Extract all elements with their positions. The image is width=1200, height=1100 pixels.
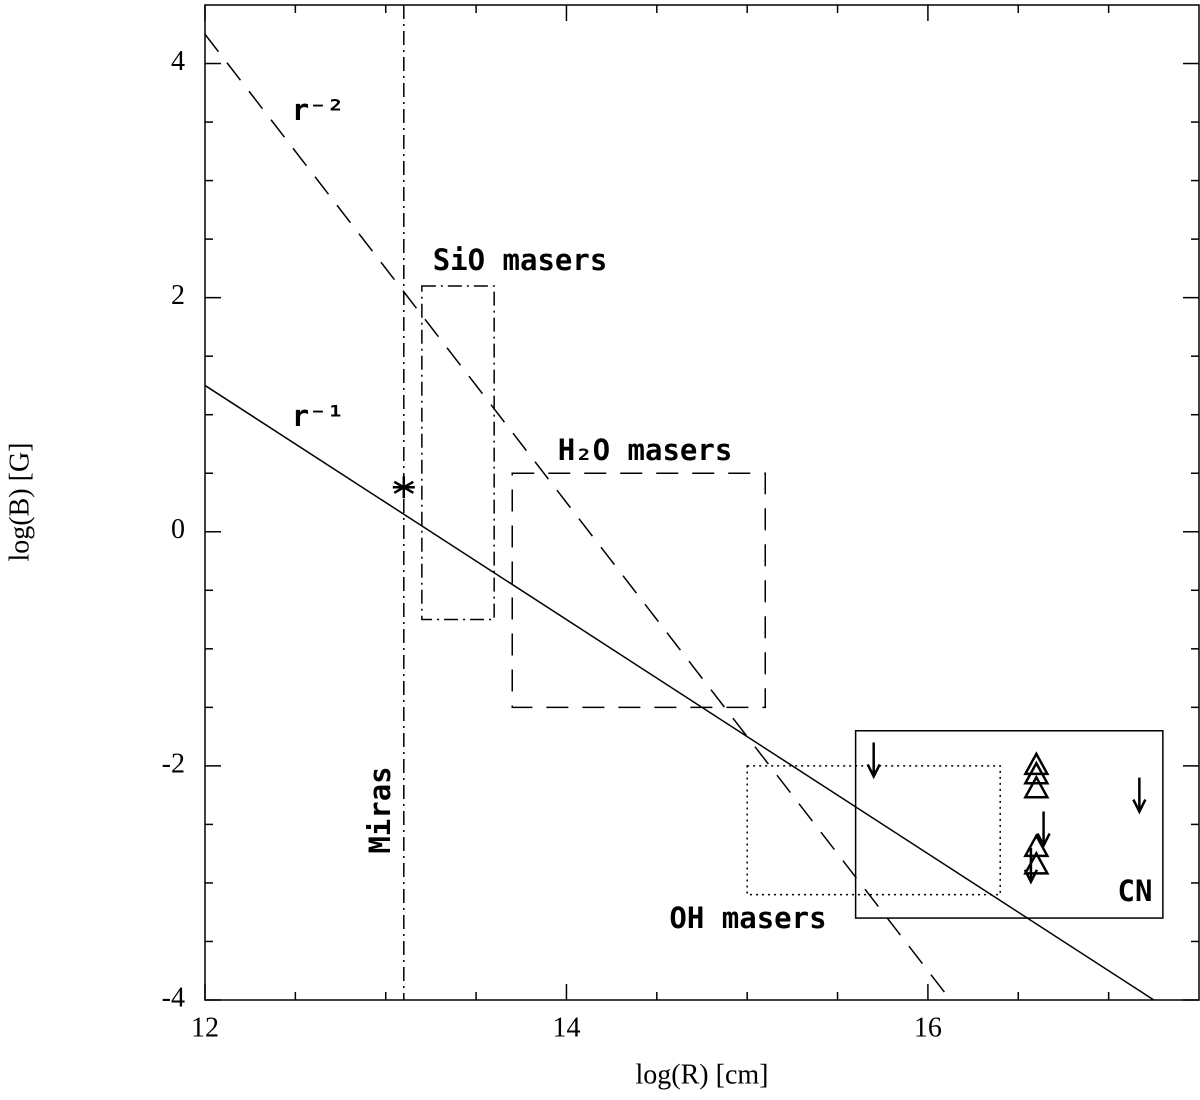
upper-limit-marker	[866, 742, 881, 780]
line-label: r⁻¹	[292, 399, 344, 433]
region-box	[511, 472, 767, 709]
x-tick-label: 14	[552, 1012, 580, 1043]
trend-line	[204, 33, 952, 1001]
x-axis-label: log(R) [cm]	[636, 1059, 769, 1090]
upper-limit-marker	[1036, 811, 1051, 849]
upper-limit-marker	[1023, 847, 1039, 885]
plot-frame	[204, 4, 1200, 1001]
y-tick-label: 2	[171, 280, 185, 311]
y-tick-label: -4	[162, 982, 185, 1013]
star-marker	[392, 476, 415, 499]
x-tick-label: 12	[191, 1012, 219, 1043]
line-label: r⁻²	[292, 93, 344, 127]
upper-limit-marker	[1132, 777, 1147, 815]
y-axis-label: log(B) [G]	[4, 443, 35, 562]
y-tick-label: 4	[171, 46, 185, 77]
region-label: SiO masers	[433, 243, 608, 277]
x-tick-label: 16	[914, 1012, 942, 1043]
region-label: OH masers	[669, 901, 826, 935]
region-label: CN	[1118, 874, 1153, 908]
region-box	[421, 285, 495, 621]
reference-label: Miras	[363, 766, 397, 853]
y-tick-label: 0	[171, 514, 185, 545]
region-box	[854, 730, 1164, 919]
y-tick-label: -2	[162, 748, 185, 779]
trend-line	[204, 384, 1155, 1001]
triangle-marker	[1023, 774, 1050, 799]
triangle-marker	[1023, 760, 1050, 785]
region-label: H₂O masers	[558, 433, 733, 467]
triangle-marker	[1023, 751, 1050, 776]
